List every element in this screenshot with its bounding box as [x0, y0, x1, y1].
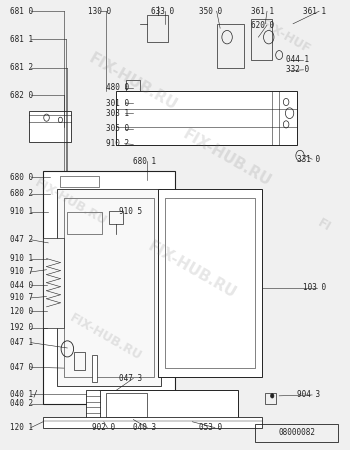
Text: 120 1: 120 1 — [10, 423, 33, 432]
Text: FI: FI — [315, 216, 333, 234]
Text: FIX-HUB.RU: FIX-HUB.RU — [146, 238, 239, 301]
Text: 047 1: 047 1 — [10, 338, 33, 347]
Bar — [99, 391, 238, 419]
Text: 682 0: 682 0 — [10, 91, 33, 100]
Text: FIX-HUB.RU: FIX-HUB.RU — [86, 50, 180, 113]
Text: 130 0: 130 0 — [88, 7, 111, 16]
Bar — [57, 189, 161, 386]
Text: 040 3: 040 3 — [133, 423, 156, 432]
Text: 681 0: 681 0 — [10, 7, 33, 16]
Text: 047 0: 047 0 — [10, 363, 33, 372]
Text: 350 0: 350 0 — [199, 7, 223, 16]
Bar — [92, 355, 97, 382]
Bar — [67, 212, 102, 234]
Text: FIX-HUB.RU: FIX-HUB.RU — [180, 126, 274, 189]
Bar — [43, 417, 262, 428]
Text: 103 0: 103 0 — [303, 283, 327, 292]
Bar — [74, 352, 85, 370]
Text: 047 2: 047 2 — [10, 235, 33, 244]
Bar — [217, 24, 244, 68]
Text: 902 0: 902 0 — [92, 423, 115, 432]
Text: 08000082: 08000082 — [278, 428, 315, 437]
Text: 480 0: 480 0 — [106, 83, 129, 92]
Bar — [147, 15, 168, 42]
Text: 053 0: 053 0 — [199, 423, 223, 432]
Text: 910 7: 910 7 — [10, 293, 33, 302]
Text: 633 0: 633 0 — [151, 7, 174, 16]
Text: 910 2: 910 2 — [106, 139, 129, 148]
Bar — [116, 91, 296, 144]
Text: 680 2: 680 2 — [10, 189, 33, 198]
Text: 361 1: 361 1 — [303, 7, 327, 16]
Text: 361 1: 361 1 — [251, 7, 274, 16]
Text: 910 5: 910 5 — [119, 207, 142, 216]
Bar — [164, 198, 255, 368]
Text: 120 0: 120 0 — [10, 307, 33, 316]
Text: 305 0: 305 0 — [106, 124, 129, 133]
Text: 680 0: 680 0 — [10, 173, 33, 182]
Text: 904 3: 904 3 — [296, 391, 320, 400]
Text: 192 0: 192 0 — [10, 324, 33, 333]
Bar — [86, 391, 100, 419]
Text: 910 7: 910 7 — [10, 267, 33, 276]
Text: 044 1: 044 1 — [286, 55, 309, 64]
Bar — [109, 211, 123, 224]
Text: 681 1: 681 1 — [10, 35, 33, 44]
Text: 331 0: 331 0 — [296, 155, 320, 164]
Bar — [251, 19, 272, 59]
Bar — [265, 393, 276, 405]
Text: 332 0: 332 0 — [286, 65, 309, 74]
Text: 040 2: 040 2 — [10, 400, 33, 409]
Text: FIX-HUB.RU: FIX-HUB.RU — [67, 311, 144, 363]
Text: 047 3: 047 3 — [119, 374, 142, 383]
Circle shape — [271, 394, 274, 398]
Bar — [255, 424, 338, 442]
Text: 681 2: 681 2 — [10, 63, 33, 72]
Text: FIX-HUB.RU: FIX-HUB.RU — [33, 177, 109, 229]
Text: 680 1: 680 1 — [133, 157, 156, 166]
Text: 044 0: 044 0 — [10, 281, 33, 290]
Bar — [126, 80, 140, 91]
Bar — [106, 393, 147, 417]
Text: 620 0: 620 0 — [251, 21, 274, 30]
Text: FIX-HUF: FIX-HUF — [259, 18, 314, 57]
Bar — [64, 198, 154, 377]
Text: 301 0: 301 0 — [106, 99, 129, 108]
Text: 910 1: 910 1 — [10, 207, 33, 216]
Bar — [43, 238, 64, 328]
Text: 910 1: 910 1 — [10, 254, 33, 263]
Text: 303 1: 303 1 — [106, 109, 129, 118]
Text: 040 1/: 040 1/ — [10, 390, 38, 399]
Bar — [29, 111, 71, 142]
Bar — [61, 176, 99, 187]
Bar — [43, 171, 175, 404]
Bar — [158, 189, 262, 377]
